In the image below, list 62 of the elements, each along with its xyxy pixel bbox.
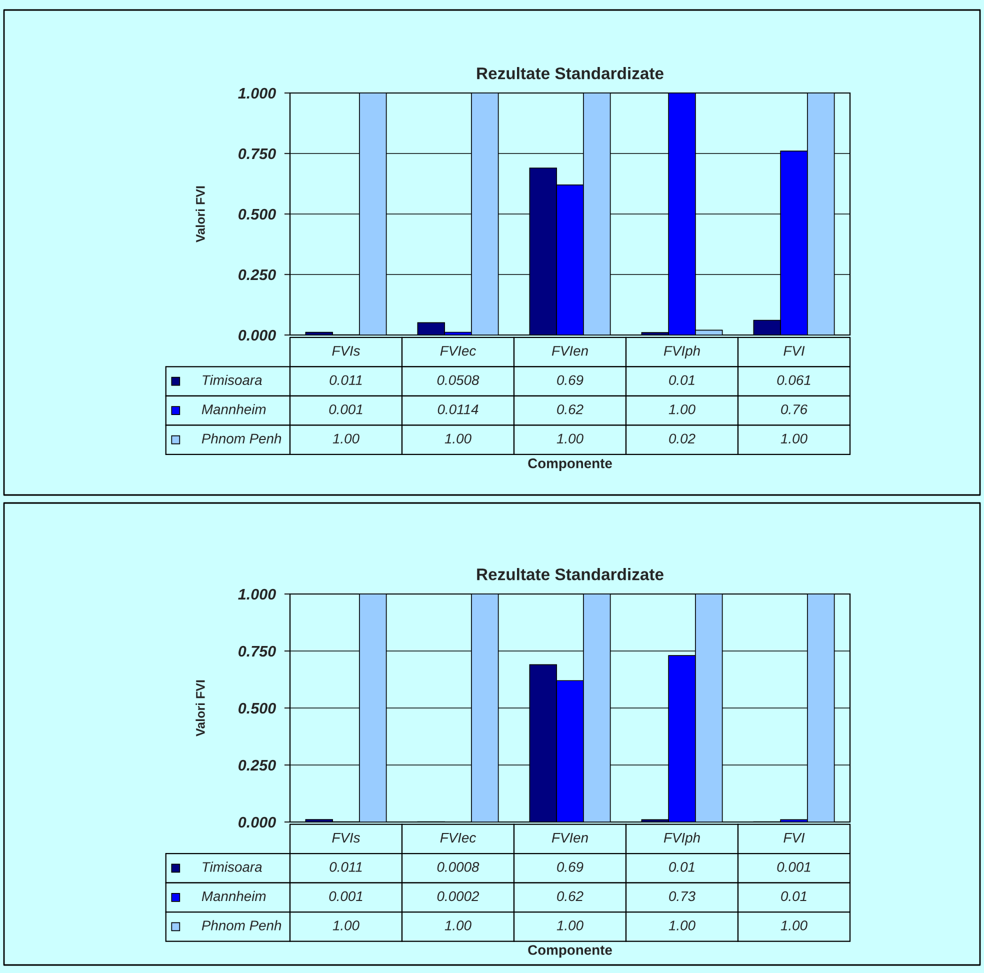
y-tick-label: 0.500 (238, 208, 276, 220)
legend-label: Phnom Penh (202, 433, 282, 444)
category-label: FVIec (440, 832, 476, 843)
category-label: FVIec (440, 346, 476, 356)
data-label: 0.0508 (437, 375, 480, 386)
y-tick-label: 1.000 (238, 588, 276, 600)
data-label: 1.00 (780, 920, 808, 930)
data-label: 0.73 (669, 891, 696, 902)
data-label: 0.011 (330, 862, 362, 872)
category-label: FVIph (664, 346, 700, 359)
y-tick-label: 0.750 (238, 646, 276, 657)
data-label: 1.00 (668, 920, 696, 930)
data-label: 1.00 (556, 434, 584, 444)
chart-title: Rezultate Standardizate (477, 568, 664, 580)
data-label: 0.02 (669, 434, 696, 444)
data-label: 0.62 (557, 891, 584, 902)
data-label: 0.76 (781, 404, 808, 414)
y-tick-label: 0.750 (238, 148, 276, 160)
category-label: FVIs (332, 832, 360, 843)
data-label: 0.69 (557, 375, 584, 386)
y-axis-title: Valori FVI (196, 680, 205, 736)
y-tick-label: 1.000 (238, 88, 276, 99)
data-label: 1.00 (556, 920, 584, 930)
chart-title: Rezultate Standardizate (477, 67, 664, 80)
y-tick-label: 0.000 (238, 330, 276, 341)
category-label: FVIph (664, 832, 700, 846)
data-label: 1.00 (332, 920, 360, 930)
data-label: 1.00 (780, 434, 808, 444)
legend-label: Phnom Penh (202, 920, 282, 930)
category-label: FVI (784, 832, 805, 842)
data-label: 0.69 (557, 862, 584, 872)
category-label: FVIen (552, 832, 588, 843)
legend-label: Mannheim (202, 404, 266, 414)
data-label: 1.00 (668, 404, 696, 414)
category-label: FVIen (552, 346, 588, 356)
x-axis-title: Componente (528, 945, 612, 958)
y-tick-label: 0.000 (238, 816, 276, 828)
legend-label: Timisoara (202, 862, 262, 872)
category-label: FVI (784, 346, 805, 356)
data-label: 1.00 (332, 434, 360, 444)
data-label: 0.001 (329, 404, 362, 414)
data-label: 0.01 (669, 375, 694, 386)
category-label: FVIs (332, 346, 360, 356)
data-label: 0.0002 (437, 891, 480, 902)
data-label: 0.0114 (438, 404, 478, 414)
y-axis-title: Valori FVI (196, 186, 205, 242)
data-label: 1.00 (444, 434, 472, 444)
legend-label: Timisoara (202, 374, 262, 386)
data-label: 0.001 (329, 891, 362, 902)
data-label: 0.01 (781, 891, 806, 902)
y-tick-label: 0.250 (238, 760, 276, 771)
data-label: 0.0008 (437, 862, 480, 872)
y-tick-label: 0.500 (238, 702, 276, 714)
data-label: 0.62 (557, 404, 584, 414)
data-label: 0.061 (777, 375, 810, 386)
data-label: 0.01 (669, 862, 694, 872)
data-label: 0.001 (777, 862, 810, 872)
data-label: 0.011 (330, 375, 362, 386)
legend-label: Mannheim (202, 890, 266, 902)
y-tick-label: 0.250 (238, 269, 276, 280)
x-axis-title: Componente (528, 458, 612, 471)
data-label: 1.00 (444, 920, 472, 930)
